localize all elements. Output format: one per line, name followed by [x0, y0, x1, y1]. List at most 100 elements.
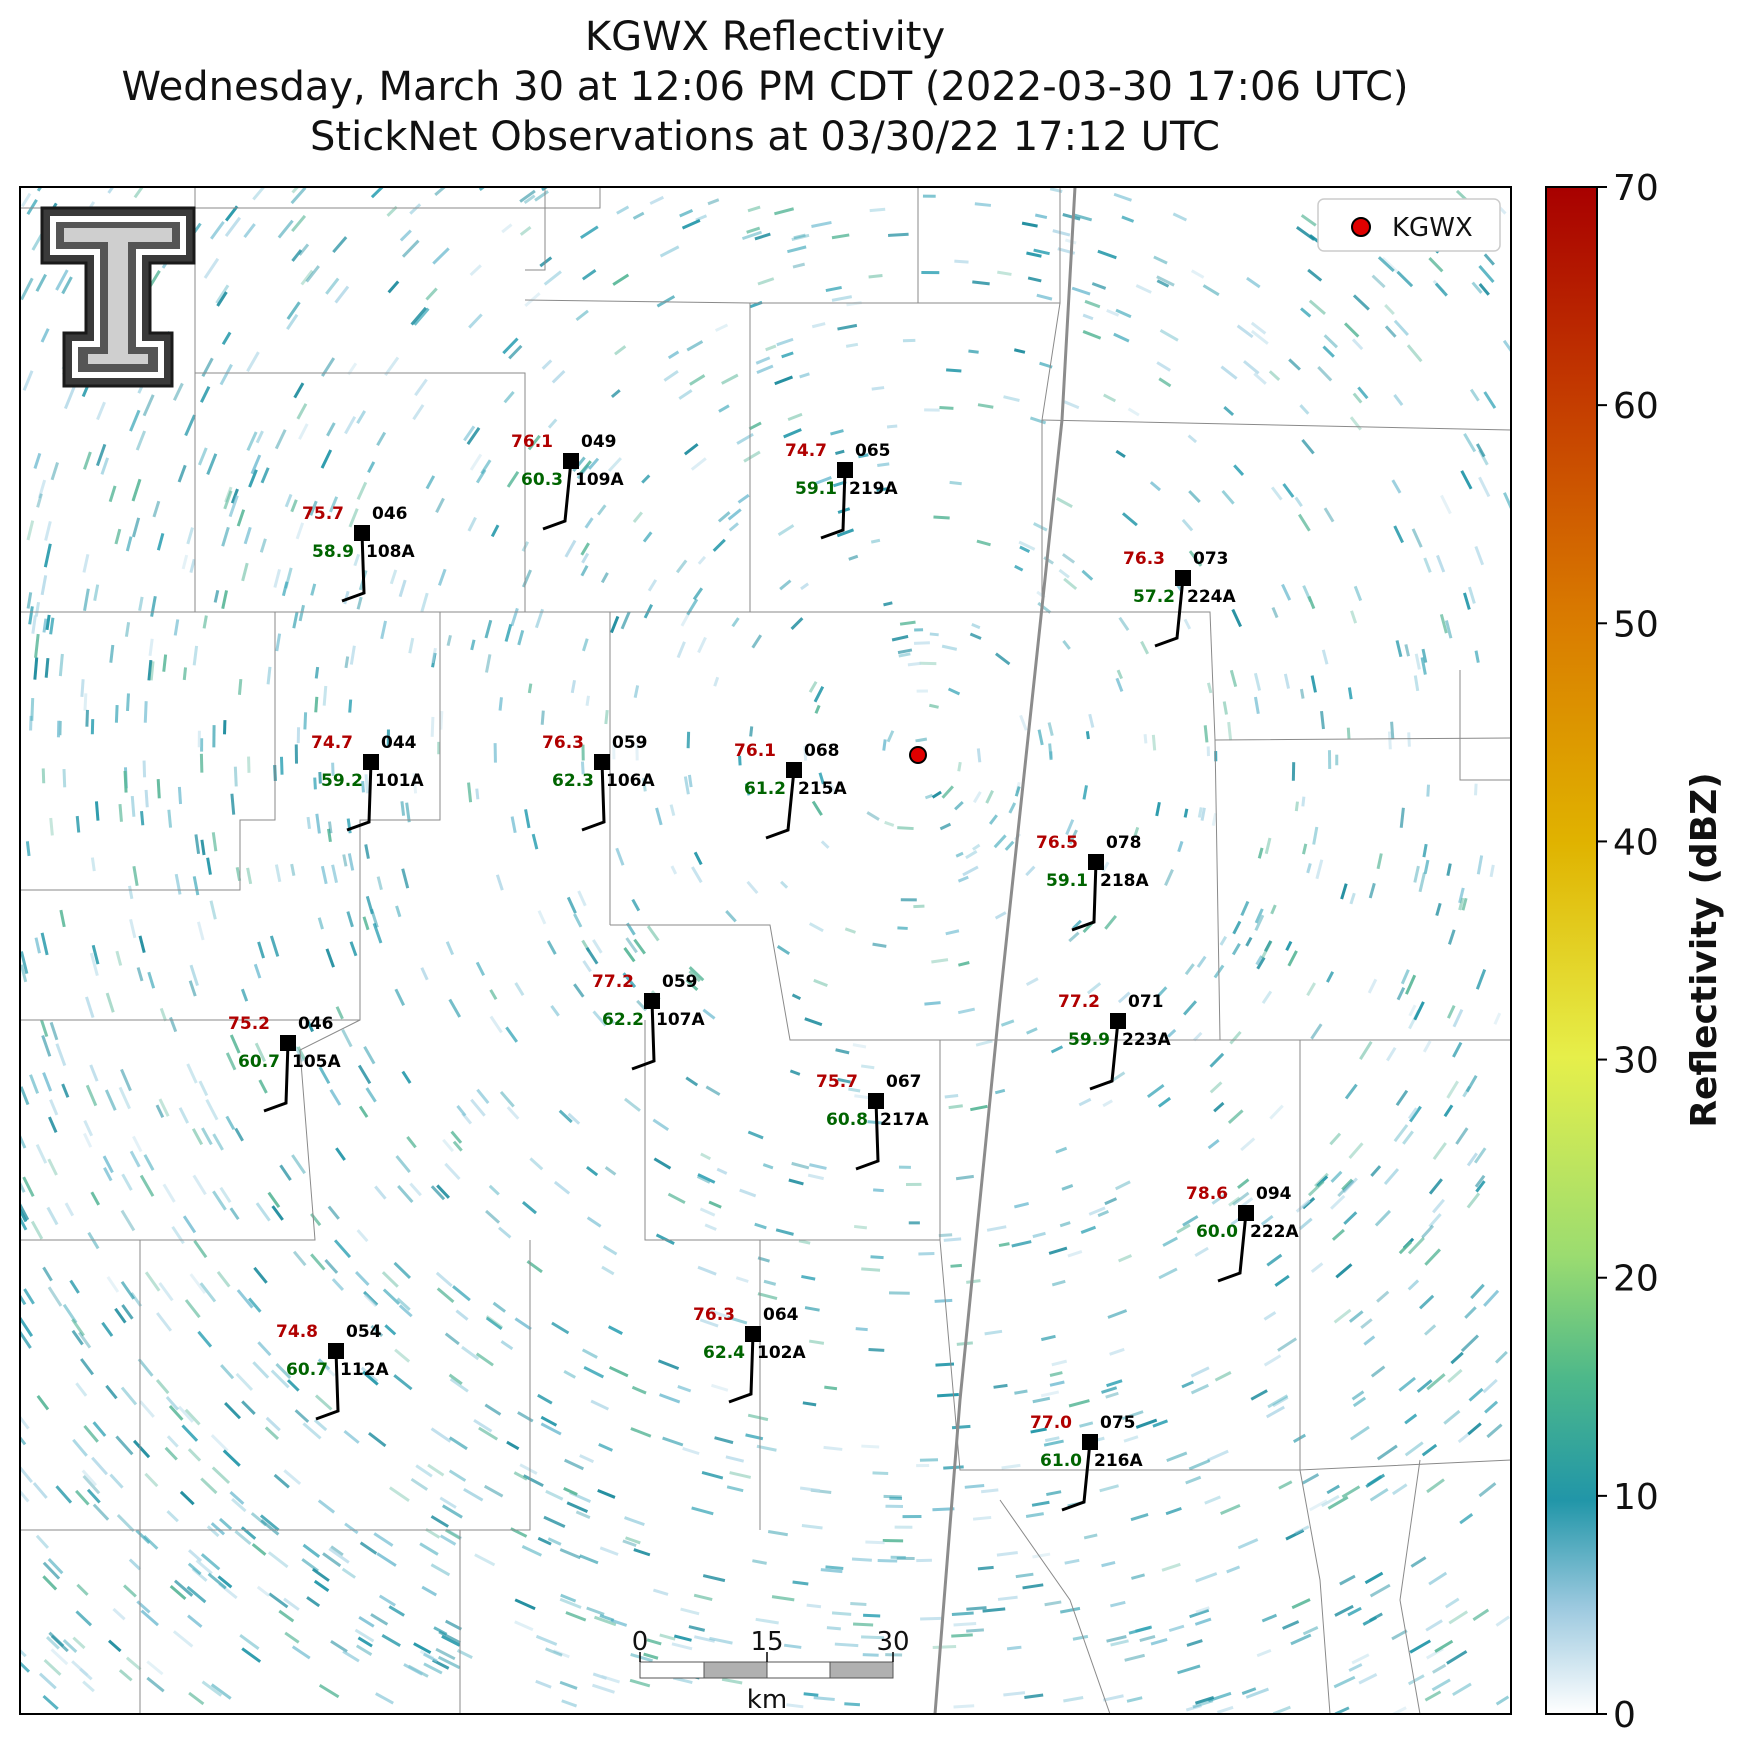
station-id: 112A — [340, 1360, 389, 1380]
colorbar-tick-label: 50 — [1613, 604, 1659, 645]
title-radar: KGWX Reflectivity — [584, 14, 946, 60]
station-temperature: 76.1 — [734, 741, 776, 761]
station-dewpoint: 61.2 — [744, 779, 786, 799]
radar-site-marker — [909, 746, 927, 764]
station-id: 219A — [849, 479, 898, 499]
station-temperature: 77.2 — [592, 972, 634, 992]
station-dewpoint: 57.2 — [1133, 587, 1175, 607]
station-id: 216A — [1094, 1451, 1143, 1471]
station-marker — [1082, 1434, 1098, 1450]
station-id: 222A — [1250, 1222, 1299, 1242]
station-dewpoint: 61.0 — [1040, 1451, 1082, 1471]
county-boundaries — [20, 187, 1511, 1714]
station-temperature: 76.5 — [1036, 833, 1078, 853]
station-marker — [328, 1343, 344, 1359]
colorbar-label: Reflectivity (dBZ) — [1684, 772, 1725, 1127]
wind-barb — [581, 761, 606, 832]
map-frame — [19, 186, 1512, 1715]
station-wind-direction: 073 — [1193, 549, 1229, 569]
station-temperature: 75.2 — [228, 1014, 270, 1034]
station-wind-direction: 075 — [1100, 1413, 1136, 1433]
colorbar-tick-label: 30 — [1613, 1041, 1659, 1082]
title-datetime: Wednesday, March 30 at 12:06 PM CDT (202… — [121, 64, 1409, 110]
station-marker — [644, 993, 660, 1009]
station-temperature: 74.7 — [785, 441, 827, 461]
station-dewpoint: 59.1 — [795, 479, 837, 499]
scale-tick-0: 0 — [632, 1627, 649, 1657]
map-panel — [20, 187, 1511, 1714]
wind-barb — [728, 1333, 755, 1404]
station-marker — [363, 754, 379, 770]
station-marker — [354, 525, 370, 541]
station-106A: 76.3 059 62.3 106A — [542, 733, 655, 832]
wind-barb — [765, 769, 796, 840]
station-dewpoint: 62.4 — [703, 1343, 745, 1363]
wind-barb — [542, 460, 573, 531]
station-id: 223A — [1122, 1030, 1171, 1050]
station-wind-direction: 064 — [763, 1305, 799, 1325]
station-id: 107A — [656, 1010, 705, 1030]
station-id: 217A — [880, 1110, 929, 1130]
scale-tick-30: 30 — [876, 1627, 909, 1657]
station-dewpoint: 59.2 — [321, 771, 363, 791]
station-marker — [563, 453, 579, 469]
station-dewpoint: 62.2 — [602, 1010, 644, 1030]
station-marker — [786, 762, 802, 778]
station-108A: 75.7 046 58.9 108A — [302, 504, 415, 603]
station-wind-direction: 071 — [1128, 992, 1164, 1012]
colorbar-tick-label: 60 — [1613, 386, 1659, 427]
station-marker — [594, 754, 610, 770]
colorbar-gradient — [1545, 186, 1598, 1715]
scale-tick-15: 15 — [750, 1627, 783, 1657]
station-temperature: 76.3 — [1123, 549, 1165, 569]
station-id: 224A — [1187, 587, 1236, 607]
station-wind-direction: 049 — [581, 432, 617, 452]
station-wind-direction: 094 — [1256, 1184, 1292, 1204]
station-216A: 77.0 075 61.0 216A — [1030, 1413, 1143, 1512]
station-dewpoint: 60.8 — [826, 1110, 868, 1130]
station-marker — [868, 1093, 884, 1109]
station-marker — [1238, 1205, 1254, 1221]
station-temperature: 76.3 — [693, 1305, 735, 1325]
station-wind-direction: 054 — [346, 1322, 382, 1342]
station-223A: 77.2 071 59.9 223A — [1058, 992, 1171, 1091]
wind-barb — [1061, 1441, 1092, 1512]
scale-unit: km — [747, 1685, 787, 1715]
station-dewpoint: 60.3 — [521, 470, 563, 490]
station-id: 101A — [375, 771, 424, 791]
station-dewpoint: 59.1 — [1046, 871, 1088, 891]
station-wind-direction: 067 — [886, 1072, 922, 1092]
station-temperature: 77.2 — [1058, 992, 1100, 1012]
wind-barb — [1089, 1020, 1120, 1091]
wind-barb — [855, 1100, 880, 1171]
station-temperature: 74.8 — [276, 1322, 318, 1342]
wind-barb — [820, 469, 847, 540]
highway-line — [933, 187, 1077, 1714]
station-105A: 75.2 046 60.7 105A — [228, 1014, 341, 1113]
station-dewpoint: 60.0 — [1196, 1222, 1238, 1242]
wind-barb — [1071, 861, 1098, 932]
station-id: 102A — [757, 1343, 806, 1363]
station-218A: 76.5 078 59.1 218A — [1036, 833, 1149, 932]
wind-barb — [315, 1350, 340, 1421]
station-temperature: 75.7 — [816, 1072, 858, 1092]
station-112A: 74.8 054 60.7 112A — [276, 1322, 389, 1421]
colorbar-tick-label: 0 — [1613, 1695, 1636, 1736]
station-id: 109A — [575, 470, 624, 490]
station-temperature: 77.0 — [1030, 1413, 1072, 1433]
wind-barb — [631, 1000, 656, 1071]
title-observations: StickNet Observations at 03/30/22 17:12 … — [310, 114, 1220, 160]
station-224A: 76.3 073 57.2 224A — [1123, 549, 1236, 648]
station-222A: 78.6 094 60.0 222A — [1186, 1184, 1299, 1283]
station-temperature: 74.7 — [311, 733, 353, 753]
station-wind-direction: 078 — [1106, 833, 1142, 853]
station-id: 108A — [366, 542, 415, 562]
station-temperature: 78.6 — [1186, 1184, 1228, 1204]
colorbar-tick-label: 70 — [1613, 168, 1659, 209]
station-temperature: 75.7 — [302, 504, 344, 524]
station-217A: 75.7 067 60.8 217A — [816, 1072, 929, 1171]
wind-barb — [341, 532, 366, 603]
station-id: 218A — [1100, 871, 1149, 891]
station-wind-direction: 065 — [855, 441, 891, 461]
